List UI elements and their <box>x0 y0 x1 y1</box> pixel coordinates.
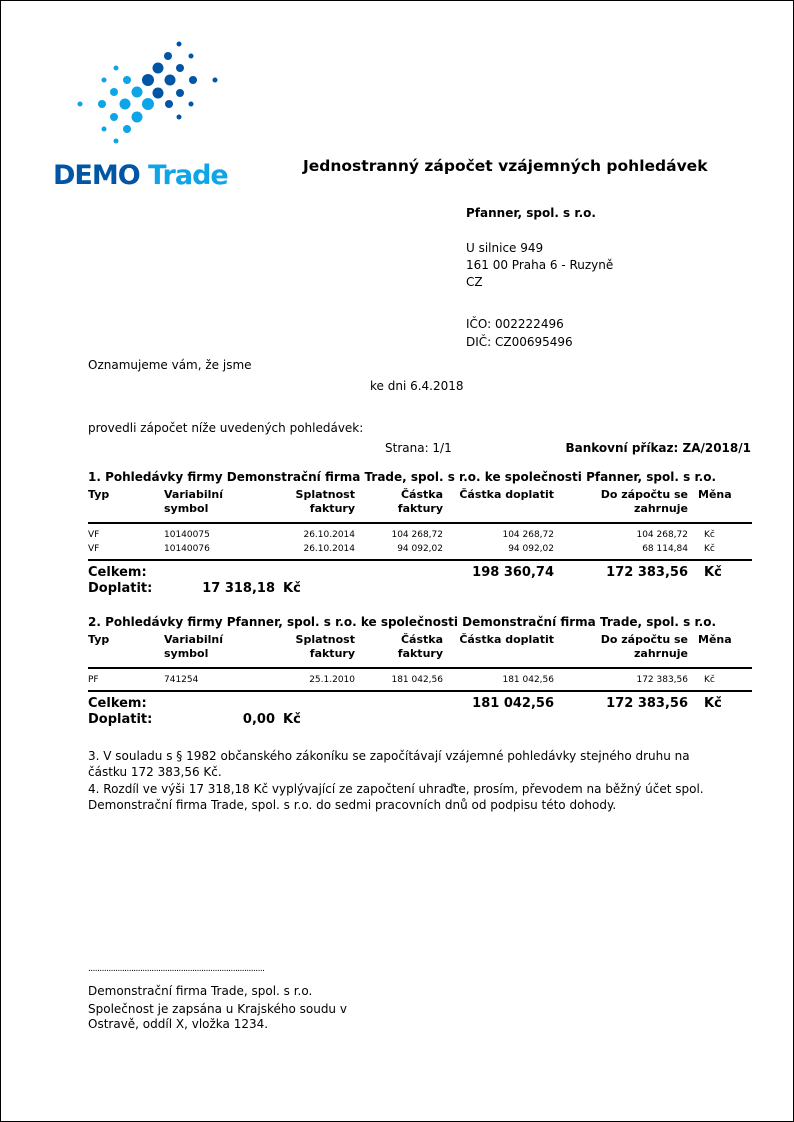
bank-order: Bankovní příkaz: ZA/2018/1 <box>565 441 751 455</box>
recipient-city: 161 00 Praha 6 - Ruzyně <box>466 258 614 272</box>
header-do-zapoctu: zahrnuje <box>634 502 688 515</box>
intro-text-2: provedli zápočet níže uvedených pohledáv… <box>88 421 364 435</box>
cell-vs: 741254 <box>164 675 199 685</box>
cell-mena: Kč <box>704 544 715 554</box>
total-label: Celkem: <box>88 565 147 580</box>
cell-do-zapoctu: 172 383,56 <box>636 675 688 685</box>
cell-do-zapoctu: 68 114,84 <box>642 544 688 554</box>
header-vs: Variabilní <box>164 488 223 501</box>
cell-typ: VF <box>88 530 100 540</box>
table-rule <box>88 690 752 692</box>
header-castka-faktury: faktury <box>397 647 443 660</box>
clause-4-line-1: 4. Rozdíl ve výši 17 318,18 Kč vyplývají… <box>88 782 704 796</box>
header-typ: Typ <box>88 633 110 646</box>
table-rule <box>88 667 752 669</box>
total-label: Celkem: <box>88 696 147 711</box>
cell-splatnost: 26.10.2014 <box>303 544 355 554</box>
table-rule <box>88 522 752 524</box>
total-doplatit: 181 042,56 <box>472 696 554 711</box>
cell-mena: Kč <box>704 675 715 685</box>
total-doplatit: 198 360,74 <box>472 565 554 580</box>
offset-date: ke dni 6.4.2018 <box>370 379 464 393</box>
logo-word-demo: DEMO <box>53 160 141 191</box>
registration-line-1: Společnost je zapsána u Krajského soudu … <box>88 1002 347 1016</box>
signature-line: ........................................… <box>88 964 265 974</box>
logo-mark <box>77 41 218 144</box>
recipient-street: U silnice 949 <box>466 241 544 255</box>
registration-line-2: Ostravě, oddíl X, vložka 1234. <box>88 1017 269 1031</box>
cell-mena: Kč <box>704 530 715 540</box>
header-do-zapoctu: zahrnuje <box>634 647 688 660</box>
clause-3-line-1: 3. V souladu s § 1982 občanského zákoník… <box>88 749 690 763</box>
header-vs: symbol <box>164 502 209 515</box>
header-splatnost: Splatnost <box>295 488 355 501</box>
header-vs: Variabilní <box>164 633 223 646</box>
header-castka-doplatit: Částka doplatit <box>459 488 554 501</box>
header-vs: symbol <box>164 647 209 660</box>
header-splatnost: Splatnost <box>295 633 355 646</box>
doplatit-value: 0,00 <box>242 712 275 727</box>
total-zapocet: 172 383,56 <box>606 565 688 580</box>
section-title: 1. Pohledávky firmy Demonstrační firma T… <box>88 470 717 484</box>
page-number: Strana: 1/1 <box>385 441 452 455</box>
header-castka-faktury: faktury <box>397 502 443 515</box>
header-typ: Typ <box>88 488 110 501</box>
header-do-zapoctu: Do zápočtu se <box>600 488 688 501</box>
cell-splatnost: 26.10.2014 <box>303 530 355 540</box>
recipient-country: CZ <box>466 275 483 289</box>
cell-splatnost: 25.1.2010 <box>309 675 355 685</box>
cell-castka-doplatit: 181 042,56 <box>502 675 554 685</box>
total-currency: Kč <box>704 565 722 580</box>
header-castka-faktury: Částka <box>400 633 443 646</box>
header-mena: Měna <box>698 633 732 646</box>
header-castka-faktury: Částka <box>400 488 443 501</box>
recipient-dic: DIČ: CZ00695496 <box>466 335 573 349</box>
clause-3-line-2: částku 172 383,56 Kč. <box>88 765 222 779</box>
header-mena: Měna <box>698 488 732 501</box>
total-zapocet: 172 383,56 <box>606 696 688 711</box>
recipient-name: Pfanner, spol. s r.o. <box>466 206 596 220</box>
doplatit-value: 17 318,18 <box>202 581 275 596</box>
section-title: 2. Pohledávky firmy Pfanner, spol. s r.o… <box>88 615 717 629</box>
logo-text: DEMO Trade <box>53 160 229 191</box>
table-rule <box>88 559 752 561</box>
doplatit-label: Doplatit: <box>88 581 153 596</box>
cell-castka-faktury: 94 092,02 <box>397 544 443 554</box>
doplatit-currency: Kč <box>283 581 301 596</box>
header-splatnost: faktury <box>309 502 355 515</box>
cell-castka-faktury: 104 268,72 <box>391 530 443 540</box>
cell-castka-doplatit: 104 268,72 <box>502 530 554 540</box>
cell-typ: VF <box>88 544 100 554</box>
doplatit-label: Doplatit: <box>88 712 153 727</box>
document-title: Jednostranný zápočet vzájemných pohledáv… <box>303 157 708 175</box>
cell-typ: PF <box>88 675 99 685</box>
header-do-zapoctu: Do zápočtu se <box>600 633 688 646</box>
logo-word-trade: Trade <box>148 160 229 191</box>
total-currency: Kč <box>704 696 722 711</box>
signature-company: Demonstrační firma Trade, spol. s r.o. <box>88 984 313 998</box>
header-splatnost: faktury <box>309 647 355 660</box>
intro-text: Oznamujeme vám, že jsme <box>88 358 252 372</box>
doplatit-currency: Kč <box>283 712 301 727</box>
cell-castka-doplatit: 94 092,02 <box>508 544 554 554</box>
cell-vs: 10140075 <box>164 530 210 540</box>
cell-do-zapoctu: 104 268,72 <box>636 530 688 540</box>
cell-vs: 10140076 <box>164 544 210 554</box>
header-castka-doplatit: Částka doplatit <box>459 633 554 646</box>
recipient-ico: IČO: 002222496 <box>466 317 564 331</box>
clause-4-line-2: Demonstrační firma Trade, spol. s r.o. d… <box>88 798 617 812</box>
cell-castka-faktury: 181 042,56 <box>391 675 443 685</box>
